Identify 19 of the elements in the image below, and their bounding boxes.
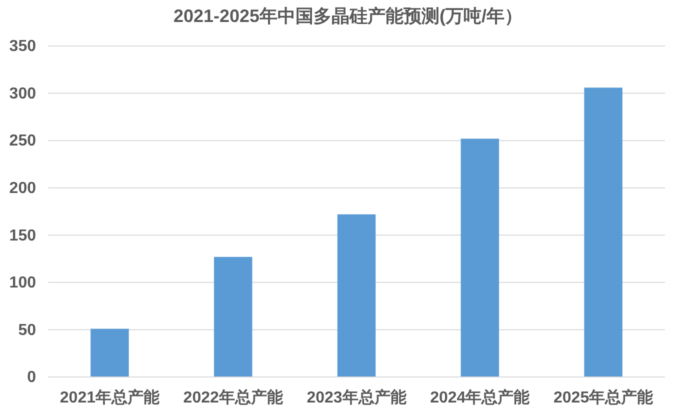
x-tick-label: 2023年总产能 [306,388,406,406]
y-tick-label: 0 [27,369,36,386]
x-tick-label: 2022年总产能 [183,388,283,406]
y-tick-label: 50 [18,322,36,339]
y-tick-label: 150 [9,227,36,244]
chart-title: 2021-2025年中国多晶硅产能预测(万吨/年） [173,6,523,26]
bar [337,214,376,377]
y-tick-label: 350 [9,38,36,56]
x-tick-label: 2021年总产能 [60,388,160,406]
x-tick-label: 2025年总产能 [554,388,654,406]
y-tick-label: 300 [9,85,36,102]
bar [460,138,500,377]
bar [90,328,129,377]
y-tick-label: 100 [9,274,36,292]
y-tick-label: 200 [9,180,36,197]
bar [584,88,622,377]
y-tick-label: 250 [9,132,36,150]
x-tick-label: 2024年总产能 [430,388,530,406]
bar [214,256,252,377]
